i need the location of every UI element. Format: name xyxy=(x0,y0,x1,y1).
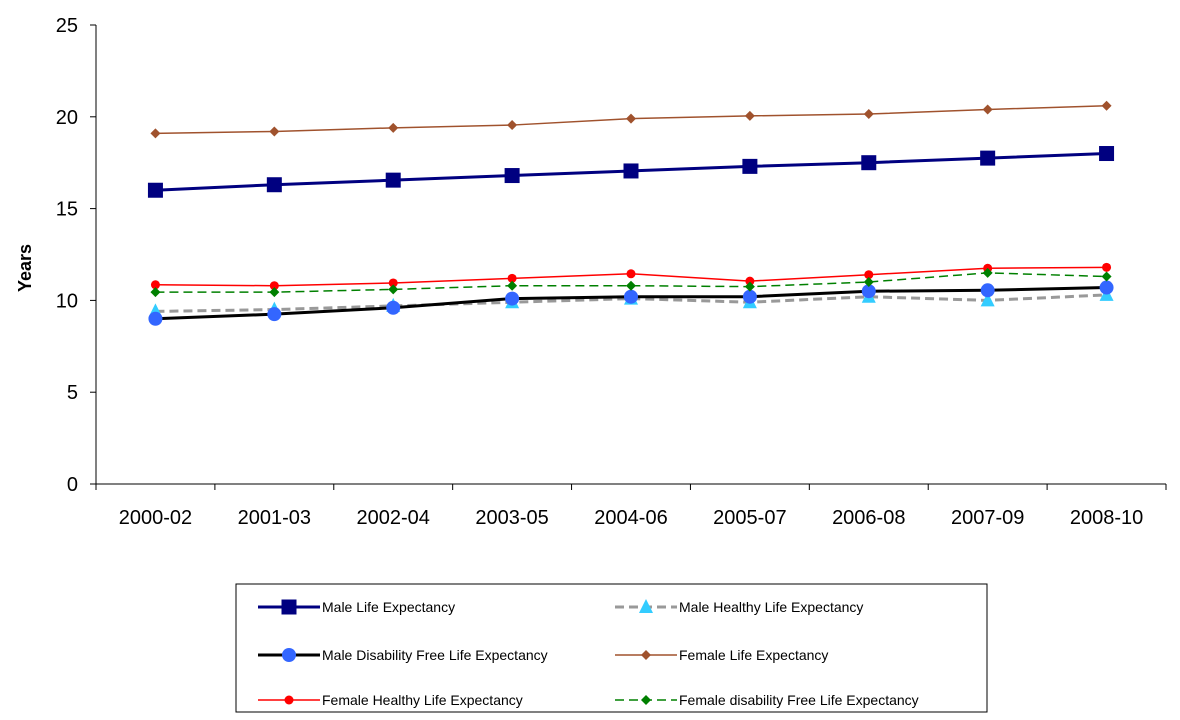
y-tick-label: 5 xyxy=(67,382,78,404)
legend-marker xyxy=(641,695,651,705)
data-point xyxy=(861,284,876,299)
x-tick-label: 2007-09 xyxy=(951,507,1024,529)
data-point xyxy=(150,280,160,290)
data-point xyxy=(147,182,163,198)
data-point xyxy=(269,281,279,291)
legend-marker xyxy=(282,648,296,662)
data-point xyxy=(861,155,877,171)
y-axis-title: Years xyxy=(15,244,35,292)
series-4 xyxy=(150,262,1112,291)
legend-marker xyxy=(281,599,297,615)
legend-label: Female Healthy Life Expectancy xyxy=(322,692,523,708)
y-tick-label: 10 xyxy=(56,290,78,312)
legend-marker xyxy=(641,650,651,660)
data-point xyxy=(267,307,282,322)
series-2 xyxy=(148,280,1114,326)
data-point xyxy=(388,278,398,288)
data-point xyxy=(507,120,518,131)
series-line xyxy=(155,272,1107,293)
data-point xyxy=(388,284,399,295)
legend-box xyxy=(235,583,988,713)
data-point xyxy=(982,104,993,115)
data-point xyxy=(386,300,401,315)
x-tick-label: 2003-05 xyxy=(475,507,548,529)
data-point xyxy=(150,287,161,298)
legend-item: Female Life Expectancy xyxy=(615,647,828,663)
series-line xyxy=(155,293,1107,313)
data-point xyxy=(385,172,401,188)
series-layer xyxy=(147,100,1115,326)
series-0 xyxy=(147,146,1115,198)
x-tick-label: 2002-04 xyxy=(357,507,430,529)
data-point xyxy=(505,291,520,306)
x-tick-label: 2001-03 xyxy=(238,507,311,529)
legend-label: Female Life Expectancy xyxy=(679,647,828,663)
data-point xyxy=(1099,146,1115,162)
x-tick-label: 2000-02 xyxy=(119,507,192,529)
data-point xyxy=(980,283,995,298)
legend-item: Female Healthy Life Expectancy xyxy=(258,692,523,708)
data-point xyxy=(980,292,995,307)
data-point xyxy=(744,110,755,121)
x-tick-label: 2005-07 xyxy=(713,507,786,529)
y-tick-label: 20 xyxy=(56,107,78,129)
y-tick-label: 15 xyxy=(56,199,78,221)
data-point xyxy=(148,311,163,326)
data-point xyxy=(863,277,874,288)
series-5 xyxy=(150,267,1112,298)
x-tick-label: 2006-08 xyxy=(832,507,905,529)
legend-label: Male Disability Free Life Expectancy xyxy=(322,647,548,663)
data-point xyxy=(388,122,399,133)
data-point xyxy=(507,280,518,291)
data-point xyxy=(624,289,638,304)
legend-item: Male Life Expectancy xyxy=(258,599,455,615)
series-3 xyxy=(150,100,1112,139)
y-tick-label: 0 xyxy=(67,474,78,496)
legend: Male Life Expectancy Male Healthy Life Ex… xyxy=(235,583,988,713)
data-point xyxy=(980,150,996,166)
legend-label: Female disability Free Life Expectancy xyxy=(679,692,919,708)
data-point xyxy=(982,267,993,278)
legend-item: Male Healthy Life Expectancy xyxy=(615,599,863,615)
legend-label: Male Life Expectancy xyxy=(322,599,455,615)
data-point xyxy=(742,158,758,174)
data-point xyxy=(623,163,639,179)
data-point xyxy=(507,273,517,283)
x-tick-label: 2008-10 xyxy=(1070,507,1143,529)
data-point xyxy=(1099,280,1114,295)
data-point xyxy=(626,113,636,124)
legend-label: Male Healthy Life Expectancy xyxy=(679,599,863,615)
data-point xyxy=(150,128,161,139)
data-point xyxy=(864,270,874,280)
data-point xyxy=(1101,100,1112,111)
data-point xyxy=(745,276,755,286)
y-tick-label: 25 xyxy=(56,15,78,37)
legend-item: Male Disability Free Life Expectancy xyxy=(258,647,548,663)
data-point xyxy=(1101,271,1112,282)
axes: 0 5 10 15 20 25 2000-02 2001-03 2002-04 2003-05 20… xyxy=(56,15,1167,529)
data-point xyxy=(1102,262,1112,272)
legend-item: Female disability Free Life Expectancy xyxy=(615,692,919,708)
legend-marker xyxy=(284,695,294,705)
data-point xyxy=(626,269,636,279)
data-point xyxy=(269,126,280,137)
data-point xyxy=(626,280,636,291)
data-point xyxy=(744,281,755,292)
data-point xyxy=(863,109,874,120)
data-point xyxy=(269,287,280,298)
data-point xyxy=(504,168,520,184)
x-tick-label: 2004-06 xyxy=(594,507,667,529)
data-point xyxy=(266,177,282,193)
legend-marker xyxy=(639,599,653,613)
data-point xyxy=(742,289,757,304)
